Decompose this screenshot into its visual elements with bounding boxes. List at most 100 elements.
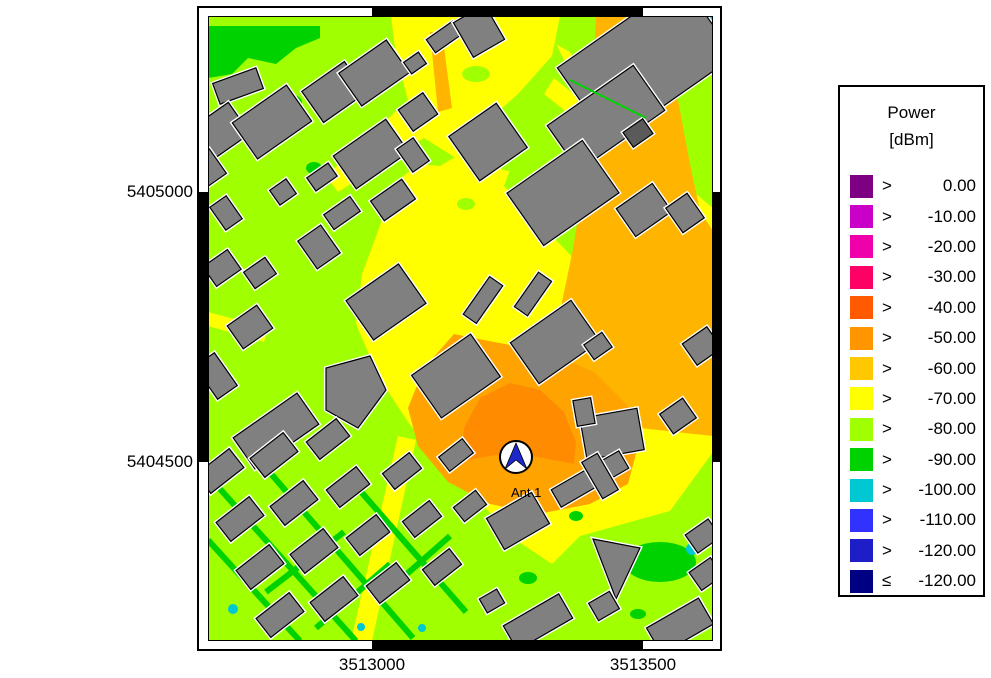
building	[345, 513, 391, 557]
legend-value: -20.00	[927, 236, 976, 256]
legend-title-line1: Power	[887, 103, 936, 122]
antenna-marker-icon[interactable]	[499, 440, 533, 474]
map-border	[208, 16, 713, 641]
legend-entry: > -30.00	[840, 262, 983, 292]
legend-color-swatch	[850, 478, 873, 502]
street-coverage-line	[398, 533, 452, 583]
legend-entry: > -40.00	[840, 293, 983, 323]
legend-operator: >	[882, 328, 892, 348]
building	[462, 275, 504, 325]
legend-operator: >	[882, 267, 892, 287]
building	[572, 396, 596, 428]
building	[249, 431, 299, 479]
legend-entry: > -60.00	[840, 353, 983, 383]
legend-color-swatch	[850, 448, 873, 472]
legend-box: Power [dBm] >0.00 > -10.00 > -20.00 > -30.00 > -…	[838, 85, 985, 597]
legend-entry: > -20.00	[840, 232, 983, 262]
coverage-region-lg-patch	[512, 110, 548, 128]
legend-value: 0.00	[942, 176, 976, 196]
building	[645, 597, 713, 641]
building	[582, 331, 614, 361]
legend-color-swatch	[850, 569, 873, 593]
building	[322, 195, 362, 231]
building	[242, 256, 278, 290]
legend-entry: > -80.00	[840, 414, 983, 444]
legend-entry: > -110.00	[840, 505, 983, 535]
legend-color-swatch	[850, 205, 873, 229]
legend-color-swatch	[850, 235, 873, 259]
legend-color-swatch	[850, 357, 873, 381]
legend-operator: >	[882, 236, 892, 256]
legend-color-swatch	[850, 326, 873, 350]
coverage-region-cyan-patch	[228, 604, 238, 614]
legend-value: -100.00	[918, 480, 976, 500]
building	[506, 139, 620, 247]
building	[208, 147, 228, 189]
legend-operator: >	[882, 358, 892, 378]
x-axis-tick-label: 3513000	[338, 655, 406, 674]
building	[587, 590, 621, 622]
frame-scale-segment-top	[372, 8, 643, 17]
legend-operator: >	[882, 510, 892, 530]
coverage-region-top-band	[208, 26, 320, 78]
legend-value: -110.00	[919, 510, 976, 530]
legend-value: -120.00	[918, 571, 976, 591]
building	[681, 325, 713, 367]
coverage-region-green-patch	[630, 609, 646, 619]
building	[622, 117, 654, 149]
building	[452, 16, 506, 59]
coverage-region-green-patch	[519, 572, 537, 584]
building	[269, 479, 319, 527]
coverage-region-cyan-patch	[357, 623, 365, 631]
legend-operator: >	[882, 480, 892, 500]
legend-color-swatch	[850, 387, 873, 411]
y-axis-tick-label: 5405000	[126, 182, 193, 201]
legend-operator: >	[882, 176, 892, 196]
building	[289, 527, 339, 575]
building	[211, 67, 265, 105]
coverage-region-antenna-dome	[460, 383, 576, 464]
legend-operator: >	[882, 540, 892, 560]
legend-color-swatch	[850, 174, 873, 198]
building	[226, 304, 274, 350]
x-axis-tick-label: 3513500	[609, 655, 677, 674]
frame-scale-segment-left	[199, 192, 208, 462]
building	[255, 591, 305, 639]
legend-operator: >	[882, 297, 892, 317]
street-coverage-line	[353, 484, 469, 614]
building	[592, 538, 641, 601]
building	[296, 224, 342, 270]
building	[365, 561, 411, 605]
building	[437, 437, 475, 473]
building	[410, 333, 502, 419]
legend-color-swatch	[850, 508, 873, 532]
legend-value: -80.00	[927, 419, 976, 439]
legend-entry: > -50.00	[840, 323, 983, 353]
building	[305, 162, 339, 192]
building	[485, 491, 551, 551]
building	[235, 543, 285, 591]
legend-entry: >0.00	[840, 171, 983, 201]
building	[615, 182, 673, 238]
building	[509, 299, 601, 385]
building	[447, 102, 529, 182]
legend-value: -120.00	[918, 540, 976, 560]
legend-entry: > -10.00	[840, 201, 983, 231]
legend-entries: >0.00 > -10.00 > -20.00 > -30.00 > -40.00 > -50.00…	[840, 171, 983, 596]
building	[580, 452, 620, 500]
building	[309, 575, 359, 623]
coverage-region-lg-patch	[462, 66, 490, 82]
building	[684, 518, 713, 554]
building	[325, 355, 387, 429]
y-axis-tick-label: 5404500	[126, 452, 193, 471]
building	[208, 248, 243, 288]
building	[395, 136, 431, 174]
legend-value: -40.00	[927, 297, 976, 317]
building	[208, 351, 239, 401]
legend-entry: > -90.00	[840, 445, 983, 475]
building	[658, 397, 698, 435]
building	[345, 263, 427, 341]
building	[231, 84, 313, 160]
frame-scale-segment-right	[713, 192, 721, 462]
